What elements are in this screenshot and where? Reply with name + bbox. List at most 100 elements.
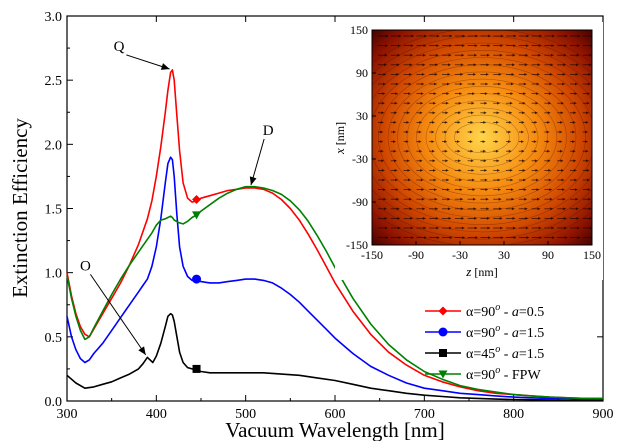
annotation-label: O [80,258,91,274]
series-marker-3 [192,364,201,373]
vector-arrowhead [473,73,477,76]
vector-arrowhead [406,159,410,163]
vector-arrowhead [431,149,435,153]
vector-arrowhead [421,82,425,86]
vector-arrowhead [485,188,489,191]
vector-arrowhead [424,34,428,38]
vector-arrowhead [405,130,409,134]
vector-arrowhead [560,111,564,115]
vector-arrowhead [433,101,437,105]
vector-arrowhead [382,188,386,191]
vector-arrowhead [495,130,499,134]
vector-arrowhead [523,178,527,182]
vector-arrowhead [534,159,538,163]
series-marker-1 [192,195,202,205]
vector-arrowhead [525,44,529,47]
vector-arrowhead [381,169,385,172]
vector-arrowhead [524,197,528,201]
vector-arrowhead [393,121,397,124]
annotations-group: Q D O [80,39,274,356]
vector-arrowhead [381,111,385,115]
inset-vector-field [378,34,592,239]
vector-arrowhead [448,63,452,67]
vector-arrowhead [422,53,426,57]
vector-arrowhead [495,140,499,143]
vector-arrowhead [393,130,397,134]
vector-arrowhead [486,207,490,211]
vector-arrowhead [395,82,399,86]
vector-arrowhead [497,92,501,95]
vector-arrowhead [572,149,576,153]
vector-arrowhead [419,159,423,163]
vector-arrowhead [487,226,491,230]
vector-arrowhead [513,226,517,230]
vector-arrowhead [538,44,542,47]
vector-arrowhead [382,82,386,86]
vector-arrowhead [500,236,504,239]
vector-arrowhead [408,188,412,191]
y-tick-label: 3.0 [45,10,63,25]
vector-arrowhead [535,101,539,105]
vector-arrowhead [383,197,387,201]
vector-arrowhead [533,140,537,143]
vector-arrowhead [487,44,491,47]
vector-arrowhead [432,159,436,163]
vector-arrowhead [397,226,401,230]
vector-arrowhead [486,53,490,57]
vector-arrowhead [473,63,477,67]
x-tick-label: 500 [235,407,256,422]
vector-arrowhead [470,159,474,163]
vector-arrowhead [434,188,438,191]
inset-x-tick-label: 90 [542,248,554,262]
vector-arrowhead [418,140,422,143]
vector-arrowhead [423,236,427,239]
vector-arrowhead [419,111,423,115]
vector-arrowhead [471,178,475,182]
vector-arrowhead [433,92,437,95]
vector-arrowhead [521,130,525,134]
vector-arrowhead [462,236,466,239]
vector-arrowhead [588,197,592,201]
vector-arrowhead [576,63,580,67]
vector-arrowhead [586,101,590,105]
vector-arrowhead [448,53,452,57]
vector-arrowhead [457,121,461,124]
legend: α=90o - a=0.5 α=90o - a=1.5 α=45o - a=1.5 α… [425,302,544,383]
vector-arrowhead [444,140,448,143]
vector-arrowhead [432,121,436,124]
vector-arrowhead [421,197,425,201]
vector-arrowhead [509,169,513,172]
x-tick-label: 700 [414,407,435,422]
x-tick-label: 400 [146,407,167,422]
vector-arrowhead [577,44,581,47]
vector-arrowhead [483,111,487,115]
vector-arrowhead [589,53,592,57]
vector-arrowhead [421,73,425,76]
vector-arrowhead [406,121,410,124]
vector-arrowhead [383,207,387,211]
vector-arrowhead [460,73,464,76]
vector-arrowhead [474,53,478,57]
vector-arrowhead [500,226,504,230]
vector-arrowhead [384,63,388,67]
vector-arrowhead [408,82,412,86]
vector-arrowhead [575,73,579,76]
vector-arrowhead [482,130,486,134]
vector-arrowhead [551,226,555,230]
vector-arrowhead [381,159,385,163]
vector-arrowhead [484,169,488,172]
vector-arrowhead [586,159,590,163]
vector-arrowhead [469,140,473,143]
vector-arrowhead [420,101,424,105]
vector-arrowhead [398,236,402,239]
vector-arrowhead [563,217,567,220]
vector-arrowhead [508,149,512,153]
x-axis-title: Vacuum Wavelength [nm] [225,418,445,441]
x-tick-label: 800 [503,407,524,422]
vector-arrowhead [509,111,513,115]
vector-arrowhead [546,130,550,134]
vector-arrowhead [384,217,388,220]
vector-arrowhead [523,92,527,95]
vector-arrowhead [457,149,461,153]
vector-arrowhead [560,121,564,124]
